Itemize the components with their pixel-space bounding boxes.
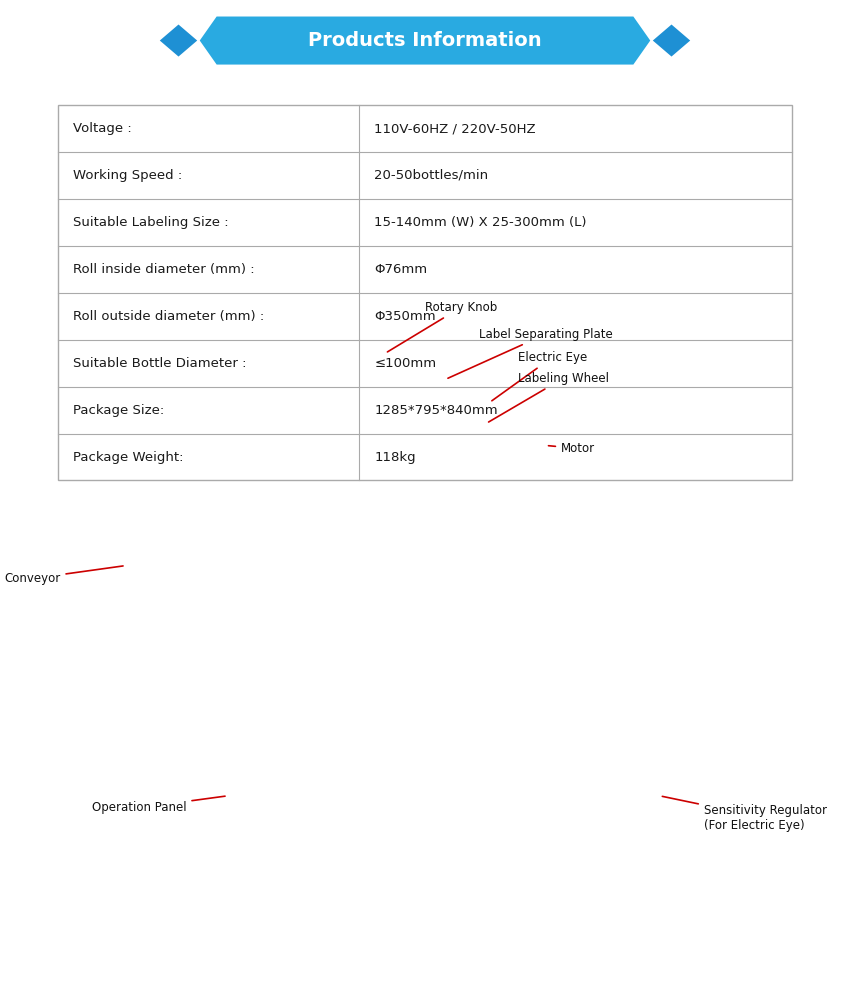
- Text: Labeling Wheel: Labeling Wheel: [489, 372, 609, 422]
- Text: Package Weight:: Package Weight:: [73, 450, 184, 463]
- Text: Φ76mm: Φ76mm: [374, 263, 428, 276]
- Text: Roll outside diameter (mm) :: Roll outside diameter (mm) :: [73, 309, 264, 322]
- Text: Voltage :: Voltage :: [73, 122, 132, 135]
- Text: 118kg: 118kg: [374, 450, 416, 463]
- Text: 20-50bottles/min: 20-50bottles/min: [374, 169, 489, 182]
- Text: Working Speed :: Working Speed :: [73, 169, 183, 182]
- Text: Sensitivity Regulator
(For Electric Eye): Sensitivity Regulator (For Electric Eye): [662, 797, 827, 832]
- Bar: [58, 105, 792, 480]
- Text: 1285*795*840mm: 1285*795*840mm: [374, 403, 498, 416]
- Polygon shape: [653, 24, 690, 56]
- Text: Motor: Motor: [548, 442, 595, 454]
- Text: Roll inside diameter (mm) :: Roll inside diameter (mm) :: [73, 263, 255, 276]
- Text: Products Information: Products Information: [309, 31, 541, 50]
- Polygon shape: [160, 24, 197, 56]
- Text: Conveyor: Conveyor: [4, 566, 123, 585]
- Text: Suitable Labeling Size :: Suitable Labeling Size :: [73, 216, 229, 229]
- Text: 15-140mm (W) X 25-300mm (L): 15-140mm (W) X 25-300mm (L): [374, 216, 586, 229]
- Text: Rotary Knob: Rotary Knob: [388, 301, 497, 352]
- Text: Electric Eye: Electric Eye: [492, 351, 586, 400]
- Text: 110V-60HZ / 220V-50HZ: 110V-60HZ / 220V-50HZ: [374, 122, 536, 135]
- Text: Package Size:: Package Size:: [73, 403, 164, 416]
- Text: Suitable Bottle Diameter :: Suitable Bottle Diameter :: [73, 356, 246, 369]
- Polygon shape: [200, 16, 650, 64]
- Text: Label Separating Plate: Label Separating Plate: [448, 328, 612, 378]
- Text: ≤100mm: ≤100mm: [374, 356, 436, 369]
- Text: Operation Panel: Operation Panel: [92, 796, 225, 814]
- Text: Φ350mm: Φ350mm: [374, 309, 436, 322]
